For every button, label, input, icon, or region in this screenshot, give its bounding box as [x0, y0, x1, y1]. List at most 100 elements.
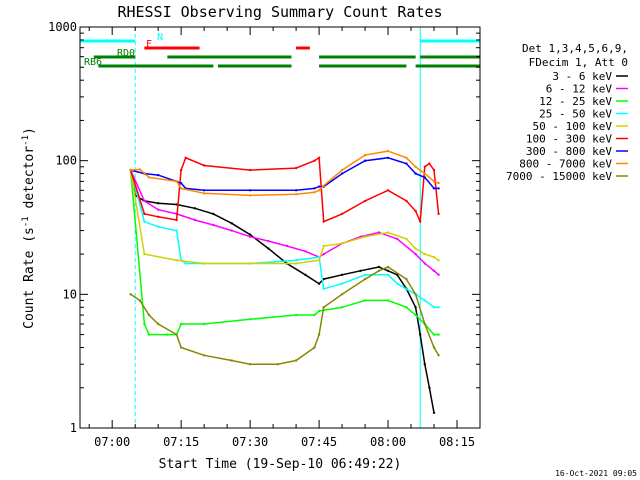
series-point [313, 187, 316, 190]
legend-entry-label: 7000 - 15000 keV [506, 170, 612, 183]
series-point [437, 273, 440, 276]
series-point [363, 299, 367, 302]
series-point [317, 189, 321, 192]
series-point [377, 265, 381, 269]
series-point [405, 277, 408, 281]
legend-entry-label: 6 - 12 keV [546, 83, 613, 96]
series-point [405, 237, 408, 241]
series-point [184, 156, 187, 159]
series-point [437, 212, 440, 216]
series-point [184, 262, 187, 265]
series-point [377, 231, 381, 234]
series-point [419, 333, 422, 336]
series-point [363, 273, 367, 276]
series-point [230, 222, 233, 225]
series-point [230, 359, 233, 362]
series-point [423, 299, 426, 302]
series-line [129, 156, 440, 223]
series-point [414, 165, 417, 168]
series-point [267, 239, 270, 243]
series-point [313, 346, 316, 349]
series-point [294, 189, 298, 192]
series-point [304, 273, 307, 276]
y-axis-label-part3: ) [22, 127, 37, 135]
series-point [129, 168, 132, 172]
series-point [267, 247, 270, 250]
series-point [363, 199, 367, 203]
series-point [313, 159, 316, 162]
series-point [396, 237, 399, 241]
series-point [129, 293, 132, 296]
series-point [248, 194, 252, 197]
series-point [414, 252, 417, 256]
series-point [202, 192, 206, 195]
series-point [432, 255, 436, 259]
series-point [423, 262, 426, 265]
legend-entry-label: 50 - 100 keV [533, 120, 613, 133]
series-point [432, 306, 436, 309]
legend-entry-label: 25 - 50 keV [539, 108, 612, 121]
series-point [377, 269, 381, 272]
series-point [248, 262, 252, 265]
series-point [317, 282, 321, 285]
series-point [432, 180, 436, 183]
series-point [294, 359, 298, 362]
series-point [386, 269, 390, 272]
series-point [202, 189, 206, 192]
x-axis-ticks: 07:00 07:15 07:30 07:45 08:00 08:15 [88, 27, 481, 449]
legend: Det 1,3,4,5,6,9, FDecim 1, Att 0 3 - 6 k… [506, 42, 628, 183]
series-point [317, 259, 321, 262]
series-point [248, 363, 252, 366]
series-point [294, 166, 298, 170]
series-point [317, 185, 321, 188]
series-point [157, 202, 160, 205]
y-axis-label-part2: detector [22, 146, 37, 217]
series-point [386, 273, 390, 276]
legend-entry-label: 12 - 25 keV [539, 95, 612, 108]
state-bar-label: N [157, 32, 163, 43]
series-point [175, 259, 178, 262]
series-point [423, 165, 426, 168]
series-point [363, 277, 367, 281]
series-point [405, 156, 408, 159]
series-point [423, 176, 426, 179]
series-point [143, 212, 146, 216]
series-point [157, 225, 160, 228]
series-point [138, 168, 141, 171]
series-point [276, 363, 279, 366]
series-point [423, 172, 426, 175]
state-bar-label: F [146, 39, 152, 50]
series-point [414, 209, 417, 213]
series-point [363, 159, 367, 162]
series-point [432, 187, 436, 190]
series-point [432, 346, 436, 349]
series-point [317, 309, 321, 313]
series-point [202, 164, 206, 167]
series-point [143, 252, 146, 256]
series-point [414, 293, 417, 296]
series-point [423, 252, 426, 256]
series-point [179, 346, 183, 349]
y-axis-label: Count Rate (s-1 detector-1) [21, 127, 37, 329]
series-point [322, 287, 325, 290]
series-point [317, 156, 321, 159]
series-point [423, 363, 426, 366]
series-point [340, 172, 344, 175]
series-point [294, 259, 298, 262]
series-point [202, 262, 206, 265]
series-point [386, 299, 390, 302]
series-point [143, 199, 146, 203]
legend-entry-label: 100 - 300 keV [526, 133, 612, 146]
series-point [317, 333, 321, 336]
series-point [340, 273, 344, 276]
series-point [432, 411, 436, 414]
series-point [294, 313, 298, 317]
series-point [147, 333, 151, 336]
series-point [147, 176, 151, 179]
series-point [437, 306, 440, 309]
series-point [175, 333, 178, 336]
series-point [428, 162, 431, 165]
series-point [294, 193, 298, 196]
series-point [248, 233, 252, 236]
series-point [363, 235, 367, 238]
